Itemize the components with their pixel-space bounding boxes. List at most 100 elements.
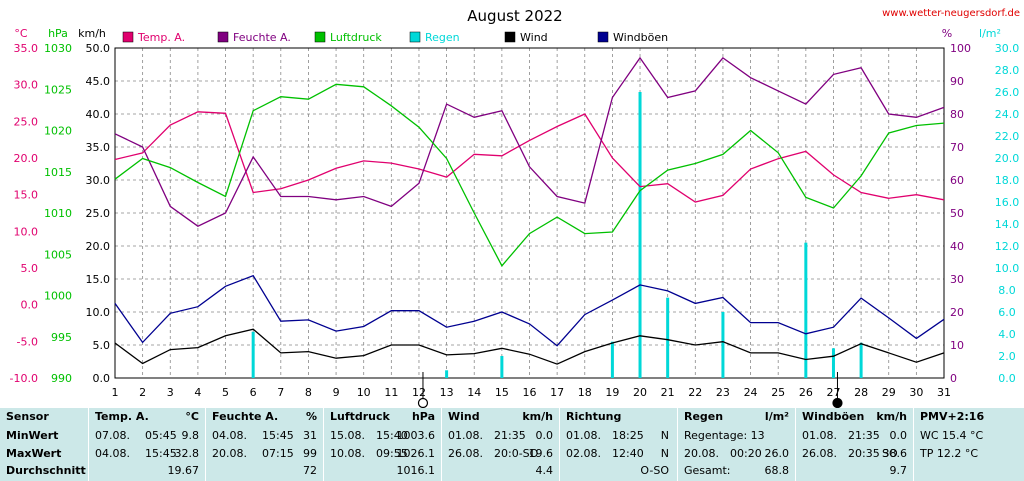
legend-label-0: Temp. A. (137, 31, 185, 44)
tick-rain-5: 20.0 (995, 152, 1020, 165)
rain-bar-28 (859, 342, 863, 378)
tick-x-25: 25 (771, 386, 785, 399)
tick-pressure-2: 1020 (44, 125, 72, 138)
stats-gust-col: Windböen km/h 01.08. 21:35 0.0 26.08. 20… (795, 408, 913, 481)
tick-wind-6: 20.0 (86, 240, 111, 253)
stats-rain-total: 68.8 (764, 464, 790, 477)
tick-x-31: 31 (937, 386, 951, 399)
legend-swatch-4 (504, 31, 516, 43)
stats-hum-col: Feuchte A. % 04.08. 15:45 31 20.08. 07:1… (205, 408, 323, 481)
tick-x-18: 18 (578, 386, 592, 399)
tick-x-29: 29 (882, 386, 896, 399)
tick-humidity-6: 40 (950, 240, 964, 253)
axis-unit-pressure: hPa (48, 27, 68, 40)
tick-temp-8: -5.0 (17, 335, 38, 348)
tick-x-20: 20 (633, 386, 647, 399)
tick-rain-14: 2.0 (998, 350, 1016, 363)
tick-pressure-5: 1005 (44, 248, 72, 261)
stats-rain-max-value: 26.0 (764, 447, 790, 460)
tick-x-23: 23 (716, 386, 730, 399)
tick-humidity-4: 60 (950, 174, 964, 187)
stats-temp-min-time: 05:45 (145, 429, 177, 442)
stats-wind-header: Wind (448, 410, 480, 423)
stats-temp-unit: °C (185, 410, 199, 423)
tick-humidity-8: 20 (950, 306, 964, 319)
rain-bar-20 (638, 92, 642, 378)
stats-hum-avg: 72 (303, 464, 317, 477)
stats-press-min-value: 1003.6 (396, 429, 436, 442)
tick-humidity-3: 70 (950, 141, 964, 154)
series-line-tempa (114, 111, 945, 203)
legend-swatch-2 (314, 31, 326, 43)
stats-press-avg: 1016.1 (396, 464, 436, 477)
stats-press-max-value: 1026.1 (396, 447, 436, 460)
stats-hum-min-time: 15:45 (262, 429, 294, 442)
stats-press-min-date: 15.08. (330, 429, 365, 442)
tick-x-10: 10 (357, 386, 371, 399)
tick-wind-5: 25.0 (86, 207, 111, 220)
stats-hum-min-date: 04.08. (212, 429, 247, 442)
stats-row-min: MinWert (6, 429, 59, 442)
tick-x-22: 22 (688, 386, 702, 399)
legend-label-5: Windböen (613, 31, 668, 44)
stats-rain-max-time: 00:20 (730, 447, 762, 460)
stats-dir-min-time: 18:25 (612, 429, 644, 442)
stats-press-min-time: 15:40 (376, 429, 408, 442)
stats-dir-min-value: N (660, 429, 669, 442)
tick-x-28: 28 (854, 386, 868, 399)
rain-bar-13 (445, 370, 449, 378)
tick-x-13: 13 (440, 386, 454, 399)
tick-temp-0: 35.0 (14, 42, 39, 55)
stats-wind-unit: km/h (522, 410, 553, 423)
tick-x-14: 14 (467, 386, 481, 399)
tick-wind-10: 0.0 (93, 372, 111, 385)
weather-chart: August 2022 www.wetter-neugersdorf.de °C hP… (10, 7, 1020, 408)
tick-rain-11: 8.0 (998, 284, 1016, 297)
tick-pressure-4: 1010 (44, 207, 72, 220)
stats-gust-max-dir: SO (882, 447, 898, 460)
stats-wind-min-time: 21:35 (494, 429, 526, 442)
stats-press-col: Luftdruck hPa 15.08. 15:40 1003.6 10.08.… (323, 408, 441, 481)
stats-wind-min-date: 01.08. (448, 429, 483, 442)
stats-gust-min-time: 21:35 (848, 429, 880, 442)
stats-wind-avg: 4.4 (535, 464, 554, 477)
tick-x-12: 12 (412, 386, 426, 399)
stats-dir-avg: O-SO (640, 464, 669, 477)
stats-dir-min-date: 01.08. (566, 429, 601, 442)
legend-label-1: Feuchte A. (233, 31, 291, 44)
axis-unit-rain: l/m² (979, 27, 1001, 40)
tick-pressure-7: 995 (51, 331, 72, 344)
legend-swatch-5 (597, 31, 609, 43)
plot-frame (114, 47, 945, 379)
stats-pmv-col: PMV+2:16 WC 15.4 °C TP 12.2 °C (913, 408, 1024, 481)
stats-rain-days: Regentage: 13 (684, 429, 765, 442)
stats-press-max-time: 09:55 (376, 447, 408, 460)
axis-unit-humidity: % (942, 27, 952, 40)
new-moon-icon (832, 397, 843, 408)
stats-press-max-date: 10.08. (330, 447, 365, 460)
stats-hum-unit: % (305, 410, 317, 423)
stats-hum-max-date: 20.08. (212, 447, 247, 460)
stats-gust-max-value: 38.6 (882, 447, 908, 460)
tick-wind-7: 15.0 (86, 273, 111, 286)
stats-wind-max-value: 19.6 (528, 447, 554, 460)
axis-unit-temp: °C (14, 27, 28, 40)
tick-x-9: 9 (333, 386, 340, 399)
stats-gust-min-date: 01.08. (802, 429, 837, 442)
stats-wind-col: Wind km/h 01.08. 21:35 0.0 26.08. 20:0-S… (441, 408, 559, 481)
stats-dir-col: Richtung 01.08. 18:25 N 02.08. 12:40 N O… (559, 408, 677, 481)
site-url: www.wetter-neugersdorf.de (882, 8, 1020, 19)
stats-wind-max-date: 26.08. (448, 447, 483, 460)
tick-rain-12: 6.0 (998, 306, 1016, 319)
tick-rain-10: 10.0 (995, 262, 1020, 275)
stats-temp-max-value: 32.8 (174, 447, 200, 460)
legend-label-2: Luftdruck (330, 31, 382, 44)
stats-dir-max-date: 02.08. (566, 447, 601, 460)
stats-rain-unit: l/m² (764, 410, 789, 423)
tick-pressure-1: 1025 (44, 83, 72, 96)
stats-hum-max-value: 99 (303, 447, 317, 460)
stats-dir-header: Richtung (566, 410, 622, 423)
tick-rain-0: 30.0 (995, 42, 1020, 55)
tick-wind-3: 35.0 (86, 141, 111, 154)
tick-pressure-0: 1030 (44, 42, 72, 55)
